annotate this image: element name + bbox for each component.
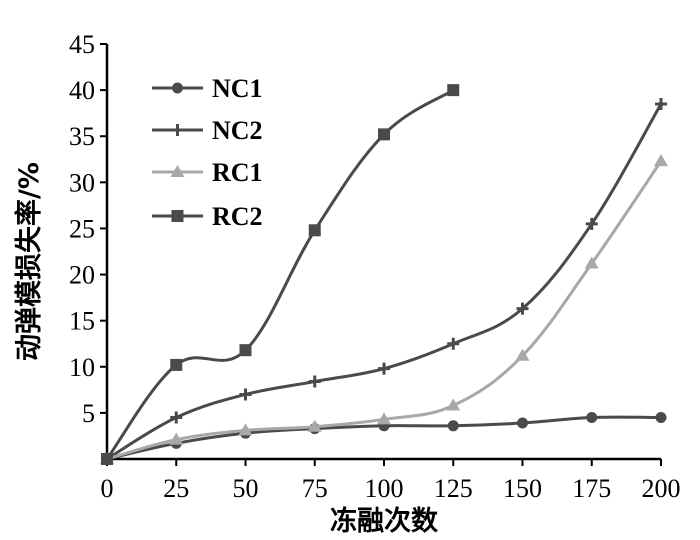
data-point — [655, 412, 667, 423]
series-line-nc2 — [105, 102, 663, 461]
data-point — [169, 432, 184, 445]
y-tick-label: 20 — [69, 261, 95, 290]
data-point — [101, 453, 113, 465]
y-tick-label: 45 — [69, 30, 95, 59]
series-nc2 — [101, 97, 667, 465]
legend-label: RC2 — [212, 202, 263, 231]
data-point — [585, 217, 598, 230]
data-point — [308, 224, 321, 237]
data-point — [515, 348, 530, 361]
data-point — [308, 375, 321, 388]
data-point — [447, 84, 460, 97]
y-tick-label: 40 — [69, 76, 95, 105]
x-axis-title: 冻融次数 — [330, 505, 439, 537]
x-tick-label: 125 — [434, 474, 473, 503]
x-tick-label: 75 — [302, 474, 328, 503]
legend: NC1 NC2 RC1 RC2 — [152, 74, 263, 231]
legend-item-nc1: NC1 — [152, 74, 263, 103]
legend-marker — [171, 124, 184, 136]
series-line-rc1 — [105, 159, 663, 461]
y-axis-title: 动弹模损失率/% — [13, 162, 45, 361]
data-point — [378, 128, 390, 141]
series-rc2 — [101, 84, 460, 465]
data-point — [239, 344, 252, 357]
data-point — [447, 337, 460, 350]
x-tick-label: 150 — [503, 474, 542, 503]
data-point — [447, 420, 459, 432]
legend-marker — [172, 82, 183, 94]
axes — [105, 44, 661, 461]
series-layer — [100, 84, 668, 465]
data-point — [517, 417, 528, 429]
y-tick-label: 30 — [69, 168, 95, 197]
legend-label: NC2 — [212, 116, 263, 145]
data-point — [584, 256, 599, 269]
legend-item-rc1: RC1 — [152, 158, 263, 187]
x-tick-label: 200 — [642, 474, 681, 503]
data-point — [655, 97, 667, 110]
data-point — [516, 302, 529, 315]
y-tick-label: 25 — [69, 214, 95, 243]
y-ticks: 5 10 15 20 25 30 35 40 45 — [69, 30, 107, 428]
x-tick-label: 50 — [233, 474, 259, 503]
legend-marker — [171, 210, 184, 222]
legend-label: RC1 — [212, 158, 263, 187]
y-tick-label: 35 — [69, 122, 95, 151]
y-tick-label: 10 — [69, 353, 95, 382]
x-tick-label: 100 — [365, 474, 404, 503]
data-point — [377, 412, 391, 425]
data-point — [446, 398, 461, 411]
x-tick-label: 175 — [572, 474, 611, 503]
x-tick-label: 25 — [163, 474, 189, 503]
data-point — [170, 411, 183, 424]
legend-label: NC1 — [212, 74, 263, 103]
legend-item-rc2: RC2 — [152, 202, 263, 231]
data-point — [654, 154, 668, 167]
x-ticks: 0 25 50 75 100 125 150 175 200 — [101, 459, 681, 503]
y-tick-label: 15 — [69, 307, 95, 336]
x-tick-label: 0 — [101, 474, 114, 503]
data-point — [378, 362, 390, 375]
data-point — [307, 419, 322, 432]
data-point — [238, 423, 253, 436]
y-tick-label: 5 — [82, 399, 95, 428]
data-point — [170, 358, 183, 371]
legend-marker — [170, 165, 185, 177]
data-point — [239, 388, 252, 401]
legend-item-nc2: NC2 — [152, 116, 263, 145]
data-point — [586, 412, 598, 423]
series-line-rc2 — [105, 88, 455, 461]
